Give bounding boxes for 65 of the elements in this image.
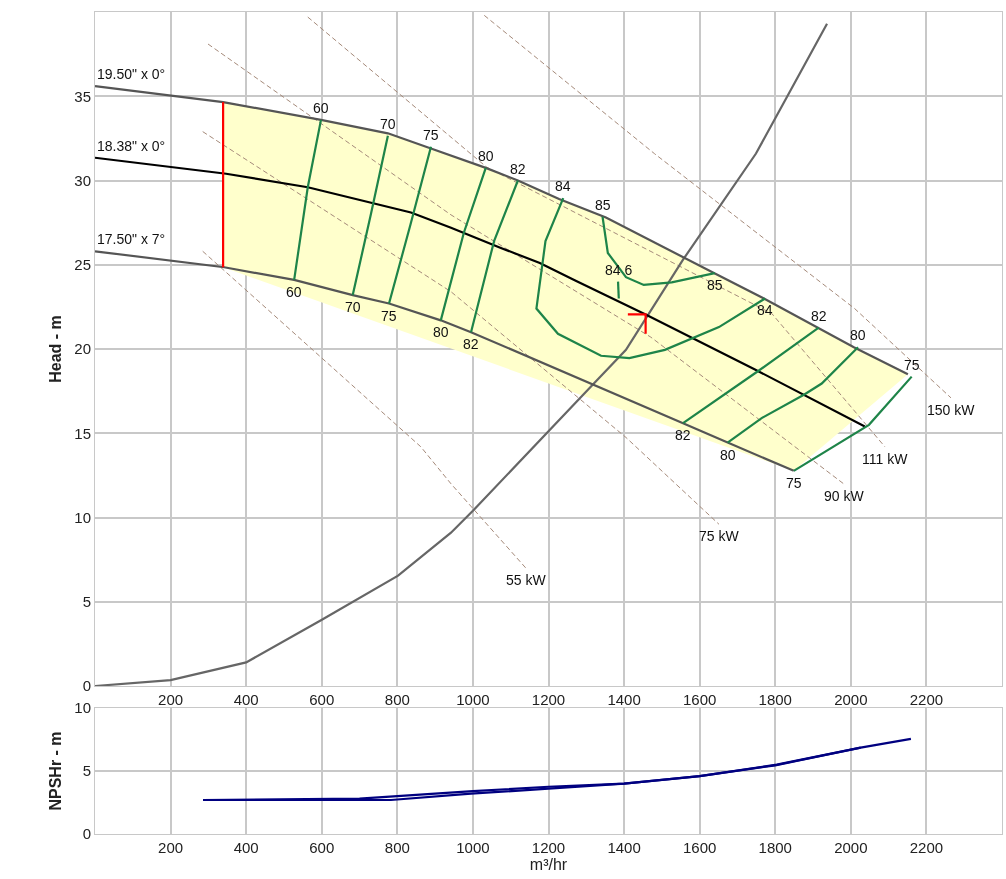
y-tick-label: 5 [82, 593, 91, 610]
annotation: 18.38" x 0° [97, 138, 166, 154]
x-tick-label: 800 [384, 839, 410, 856]
annotation: 75 [904, 357, 920, 373]
annotation: 111 kW [862, 451, 909, 467]
annotation: 82 [811, 308, 827, 324]
x-tick-label: 800 [384, 691, 410, 708]
y-axis-title: NPSHr - m [47, 731, 65, 811]
x-tick-label: 400 [233, 839, 259, 856]
annotation: 19.50" x 0° [97, 66, 166, 82]
y-tick-label: 25 [74, 256, 91, 273]
annotation: 85 [707, 277, 723, 293]
annotation: 84 [555, 178, 571, 194]
x-tick-label: 600 [309, 839, 335, 856]
x-tick-label: 2200 [909, 691, 944, 708]
y-tick-label: 10 [74, 508, 91, 526]
x-tick-label: 2000 [834, 839, 868, 856]
annotation: 17.50" x 7° [97, 231, 166, 247]
y-tick-label: 10 [74, 699, 91, 717]
y-tick-label: 20 [74, 340, 91, 358]
y-tick-label: 5 [82, 762, 91, 780]
annotation: 70 [345, 299, 361, 315]
annotation: 55 kW [506, 572, 547, 588]
annotation: 75 kW [699, 528, 740, 544]
x-tick-label: 1000 [456, 839, 490, 856]
annotation: 82 [463, 336, 479, 352]
x-tick-label: 2200 [909, 839, 944, 856]
annotation: 80 [478, 148, 494, 164]
x-tick-label: 1800 [758, 691, 792, 708]
x-tick-label: 1400 [607, 839, 641, 856]
annotation: 90 kW [824, 488, 865, 504]
x-tick-label: 200 [158, 691, 184, 708]
x-tick-label: 1400 [607, 691, 641, 708]
annotation: 75 [786, 475, 802, 491]
x-tick-label: 1600 [682, 691, 717, 708]
annotation: 75 [381, 308, 397, 324]
x-tick-label: 1000 [456, 691, 490, 708]
annotation: 84 [757, 302, 773, 318]
annotation: 75 [423, 127, 439, 143]
x-tick-label: 600 [309, 691, 335, 708]
annotation: 82 [510, 161, 526, 177]
y-tick-label: 0 [82, 825, 91, 843]
x-tick-label: 1200 [531, 839, 566, 856]
y-tick-label: 15 [74, 424, 91, 442]
annotation: 82 [675, 427, 691, 443]
x-tick-label: 200 [158, 839, 184, 856]
annotation: 60 [286, 284, 302, 300]
x-tick-label: 1600 [682, 839, 717, 856]
x-tick-label: 2000 [834, 691, 868, 708]
x-tick-label: 400 [233, 691, 259, 708]
annotation: 80 [433, 324, 449, 340]
annotation: 80 [720, 447, 736, 463]
annotation: 85 [595, 197, 611, 213]
y-tick-label: 30 [74, 171, 91, 189]
x-tick-label: 1200 [531, 691, 566, 708]
annotation: 80 [850, 327, 866, 343]
annotation: 150 kW [927, 402, 976, 418]
y-tick-label: 35 [74, 87, 91, 105]
x-tick-label: 1800 [758, 839, 792, 856]
x-axis-title: m³/hr [529, 856, 568, 873]
annotation: 60 [313, 100, 329, 116]
y-tick-label: 0 [82, 677, 91, 695]
y-axis-title: Head - m [47, 315, 65, 383]
annotation: 70 [380, 116, 396, 132]
annotation: 84 6 [605, 262, 633, 278]
